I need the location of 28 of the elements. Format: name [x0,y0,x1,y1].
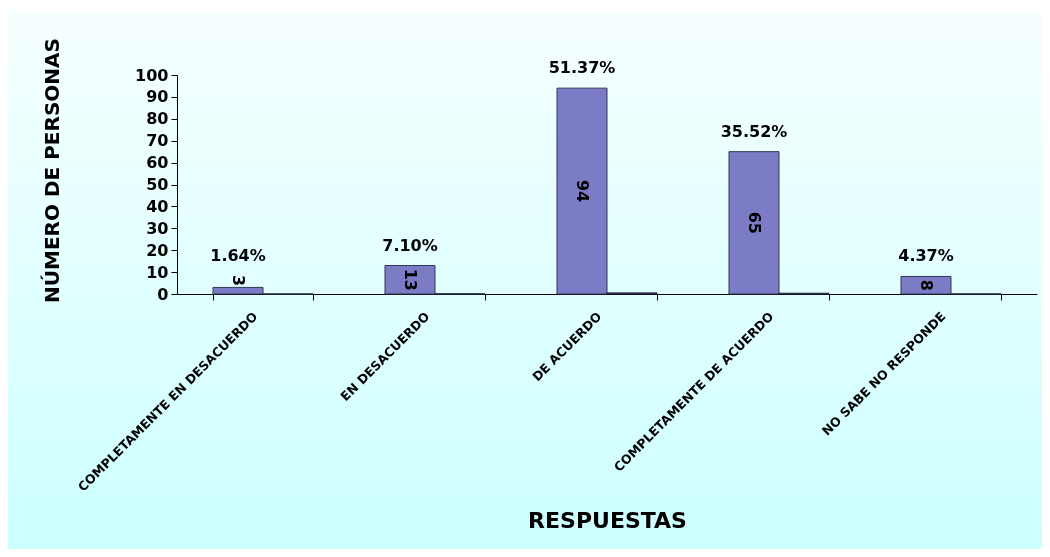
y-tick-label: 100 [135,65,169,85]
y-tick-label: 90 [146,87,169,107]
x-axis-title: RESPUESTAS [528,507,687,533]
y-tick-label: 80 [146,109,169,129]
data-label: 94 [573,179,592,203]
y-axis-title: NÚMERO DE PERSONAS [39,38,64,303]
data-label: 13 [401,268,420,291]
y-tick-label: 30 [146,218,169,238]
y-tick-label: 60 [146,153,169,173]
y-tick-label: 40 [146,196,169,216]
bar [900,275,952,295]
bar [384,265,436,295]
data-label: 8 [917,279,936,291]
y-tick-label: 20 [146,240,169,260]
annotation: 1.64% [210,245,266,265]
y-tick-label: 10 [146,262,169,282]
annotation: 4.37% [898,246,954,266]
data-label: 65 [745,211,764,234]
data-label: 3 [229,274,248,287]
y-tick-label: 0 [157,284,169,304]
y-tick-label: 70 [146,131,169,151]
y-tick-label: 50 [146,175,169,194]
bar [728,151,780,295]
annotation: 51.37% [548,58,616,78]
bar [212,286,264,295]
annotation: 7.10% [382,235,438,255]
annotation: 35.52% [720,121,788,141]
bar [556,87,608,295]
